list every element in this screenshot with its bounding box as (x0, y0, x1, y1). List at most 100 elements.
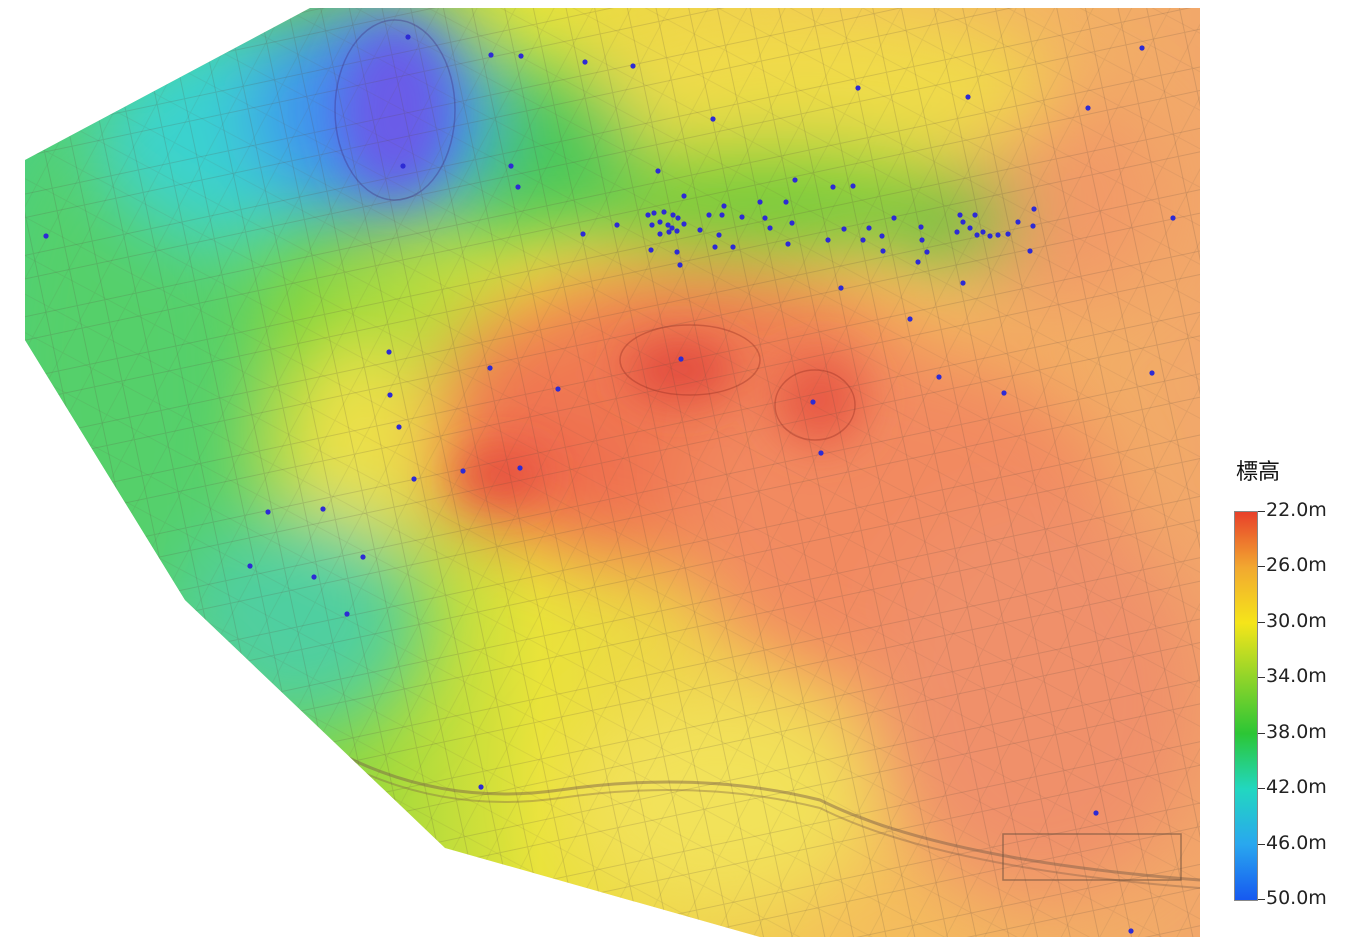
survey-point-marker[interactable] (1170, 215, 1176, 221)
survey-point-marker[interactable] (697, 227, 703, 233)
survey-point-marker[interactable] (995, 232, 1001, 238)
survey-point-marker[interactable] (891, 215, 897, 221)
survey-point-marker[interactable] (810, 399, 816, 405)
survey-point-marker[interactable] (648, 247, 654, 253)
survey-point-marker[interactable] (783, 199, 789, 205)
survey-point-marker[interactable] (582, 59, 588, 65)
survey-point-marker[interactable] (838, 285, 844, 291)
survey-point-marker[interactable] (967, 225, 973, 231)
survey-point-marker[interactable] (710, 116, 716, 122)
survey-point-marker[interactable] (974, 232, 980, 238)
survey-point-marker[interactable] (915, 259, 921, 265)
survey-point-marker[interactable] (1031, 206, 1037, 212)
survey-point-marker[interactable] (657, 231, 663, 237)
elevation-map[interactable] (0, 0, 1200, 937)
survey-point-marker[interactable] (630, 63, 636, 69)
survey-point-marker[interactable] (957, 212, 963, 218)
survey-point-marker[interactable] (517, 465, 523, 471)
survey-point-marker[interactable] (400, 163, 406, 169)
survey-point-marker[interactable] (1015, 219, 1021, 225)
survey-point-marker[interactable] (649, 222, 655, 228)
survey-point-marker[interactable] (706, 212, 712, 218)
survey-point-marker[interactable] (311, 574, 317, 580)
survey-point-marker[interactable] (907, 316, 913, 322)
survey-point-marker[interactable] (508, 163, 514, 169)
survey-point-marker[interactable] (411, 476, 417, 482)
survey-point-marker[interactable] (918, 224, 924, 230)
survey-point-marker[interactable] (987, 233, 993, 239)
survey-point-marker[interactable] (360, 554, 366, 560)
survey-point-marker[interactable] (792, 177, 798, 183)
survey-point-marker[interactable] (488, 52, 494, 58)
survey-point-marker[interactable] (1093, 810, 1099, 816)
survey-point-marker[interactable] (661, 209, 667, 215)
survey-point-marker[interactable] (960, 280, 966, 286)
survey-point-marker[interactable] (681, 221, 687, 227)
survey-point-marker[interactable] (405, 34, 411, 40)
survey-point-marker[interactable] (678, 356, 684, 362)
survey-point-marker[interactable] (712, 244, 718, 250)
survey-point-marker[interactable] (880, 248, 886, 254)
survey-point-marker[interactable] (670, 212, 676, 218)
survey-point-marker[interactable] (515, 184, 521, 190)
survey-point-marker[interactable] (1027, 248, 1033, 254)
survey-point-marker[interactable] (841, 226, 847, 232)
survey-point-marker[interactable] (614, 222, 620, 228)
survey-point-marker[interactable] (850, 183, 856, 189)
survey-point-marker[interactable] (669, 225, 675, 231)
survey-point-marker[interactable] (674, 228, 680, 234)
survey-point-marker[interactable] (924, 249, 930, 255)
survey-point-marker[interactable] (675, 215, 681, 221)
survey-point-marker[interactable] (716, 232, 722, 238)
survey-point-marker[interactable] (344, 611, 350, 617)
survey-point-marker[interactable] (645, 212, 651, 218)
survey-point-marker[interactable] (674, 249, 680, 255)
survey-point-marker[interactable] (1139, 45, 1145, 51)
survey-point-marker[interactable] (919, 237, 925, 243)
survey-point-marker[interactable] (1085, 105, 1091, 111)
survey-point-marker[interactable] (855, 85, 861, 91)
survey-point-marker[interactable] (825, 237, 831, 243)
survey-point-marker[interactable] (762, 215, 768, 221)
survey-point-marker[interactable] (789, 220, 795, 226)
survey-point-marker[interactable] (265, 509, 271, 515)
survey-point-marker[interactable] (681, 193, 687, 199)
survey-point-marker[interactable] (739, 214, 745, 220)
survey-point-marker[interactable] (677, 262, 683, 268)
survey-point-marker[interactable] (320, 506, 326, 512)
survey-point-marker[interactable] (719, 212, 725, 218)
survey-point-marker[interactable] (860, 237, 866, 243)
survey-point-marker[interactable] (666, 229, 672, 235)
survey-point-marker[interactable] (1030, 223, 1036, 229)
survey-point-marker[interactable] (965, 94, 971, 100)
survey-point-marker[interactable] (387, 392, 393, 398)
survey-point-marker[interactable] (980, 229, 986, 235)
survey-point-marker[interactable] (960, 219, 966, 225)
survey-point-marker[interactable] (657, 219, 663, 225)
survey-point-marker[interactable] (665, 222, 671, 228)
survey-point-marker[interactable] (655, 168, 661, 174)
survey-point-marker[interactable] (580, 231, 586, 237)
survey-point-marker[interactable] (785, 241, 791, 247)
survey-point-marker[interactable] (1149, 370, 1155, 376)
survey-point-marker[interactable] (830, 184, 836, 190)
survey-point-marker[interactable] (767, 225, 773, 231)
survey-point-marker[interactable] (396, 424, 402, 430)
survey-point-marker[interactable] (460, 468, 466, 474)
survey-point-marker[interactable] (757, 199, 763, 205)
survey-point-marker[interactable] (730, 244, 736, 250)
survey-point-marker[interactable] (954, 229, 960, 235)
survey-point-marker[interactable] (866, 225, 872, 231)
survey-point-marker[interactable] (555, 386, 561, 392)
survey-point-marker[interactable] (936, 374, 942, 380)
survey-point-marker[interactable] (487, 365, 493, 371)
survey-point-marker[interactable] (972, 212, 978, 218)
survey-point-marker[interactable] (386, 349, 392, 355)
survey-point-marker[interactable] (651, 210, 657, 216)
survey-point-marker[interactable] (879, 233, 885, 239)
survey-point-marker[interactable] (1005, 231, 1011, 237)
survey-point-marker[interactable] (43, 233, 49, 239)
survey-point-marker[interactable] (1128, 928, 1134, 934)
survey-point-marker[interactable] (478, 784, 484, 790)
survey-point-marker[interactable] (1001, 390, 1007, 396)
